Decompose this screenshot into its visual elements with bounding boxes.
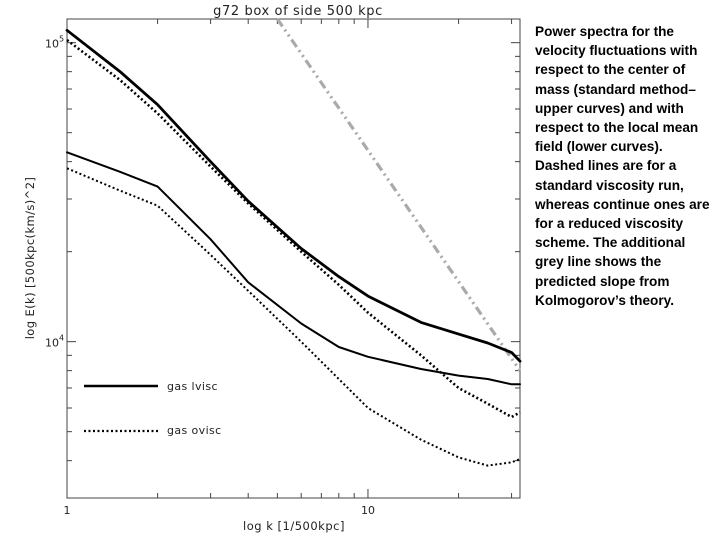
- series-line-lower-solid: [66, 151, 521, 386]
- plot-frame: [66, 18, 521, 499]
- kolmogorov-reference-line: [276, 18, 522, 372]
- reference-line-layer: [276, 18, 522, 372]
- legend: gas lvisc gas ovisc: [84, 380, 222, 437]
- y-tick-label: 10: [45, 337, 59, 350]
- x-axis-label: log k [1/500kpc]: [243, 519, 345, 533]
- y-tick-label: 10: [45, 38, 59, 51]
- x-tick-label: 1: [64, 504, 71, 517]
- series-layer: [65, 28, 522, 467]
- axis-ticks: [66, 19, 520, 499]
- y-tick-label-exponent: 4: [59, 334, 64, 343]
- y-tick-label-exponent: 5: [59, 35, 64, 44]
- x-tick-label: 10: [361, 504, 375, 517]
- figure-caption: Power spectra for the velocity fluctuati…: [535, 24, 710, 308]
- series-line-upper-solid: [65, 28, 522, 363]
- legend-label-ovisc: gas ovisc: [167, 424, 222, 437]
- series-line-lower-dotted: [66, 167, 521, 467]
- y-axis-label: log E(k) [500kpc(km/s)^2]: [23, 177, 37, 340]
- chart-title: g72 box of side 500 kpc: [213, 4, 383, 19]
- series-line-upper-dotted: [66, 39, 521, 419]
- legend-label-lvisc: gas lvisc: [167, 380, 218, 393]
